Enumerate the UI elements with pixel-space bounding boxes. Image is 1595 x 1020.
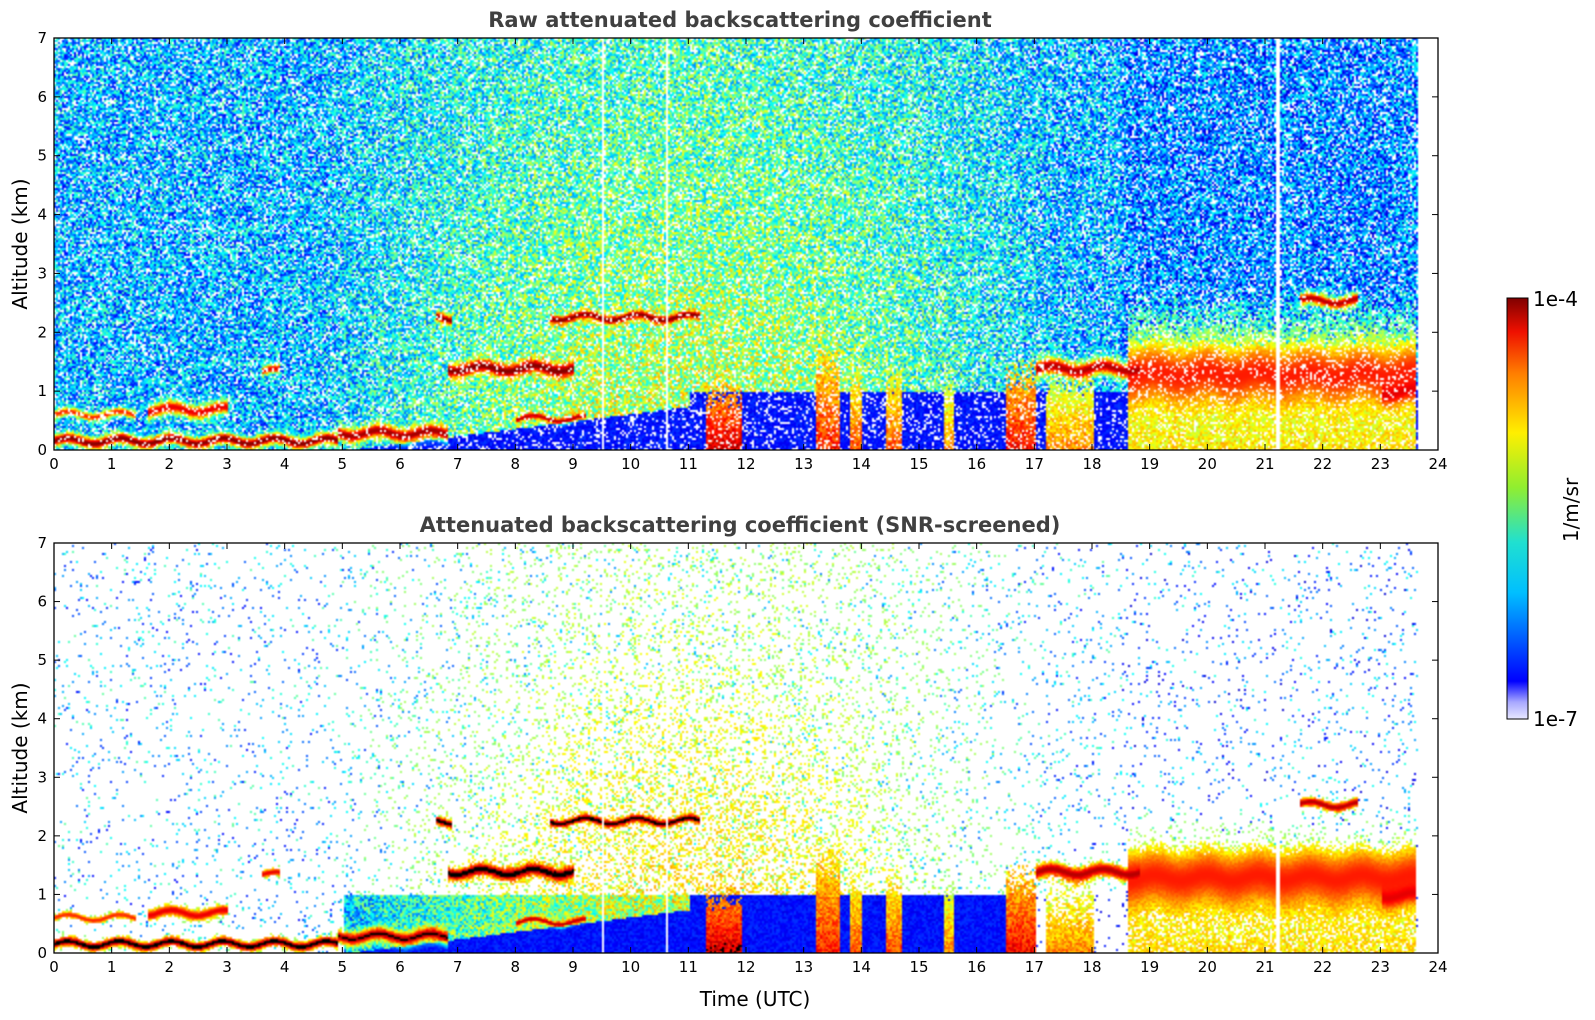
x-tick-label: 18 xyxy=(1082,958,1101,976)
heatmap-image xyxy=(54,543,1438,953)
x-tick-label: 10 xyxy=(621,455,640,473)
axis-ticks: 0 1 2 3 4 5 6 7 8 9 10 11 12 13 14 15 16 17 18 19 20 21 22 23 24… xyxy=(37,534,1447,976)
y-tick-label: 0 xyxy=(37,441,47,459)
x-tick-label: 14 xyxy=(852,455,871,473)
x-tick-label: 17 xyxy=(1025,958,1044,976)
y-tick-label: 2 xyxy=(37,827,47,845)
y-tick-label: 6 xyxy=(37,88,47,106)
x-tick-label: 11 xyxy=(679,455,698,473)
x-tick-label: 9 xyxy=(568,455,578,473)
x-tick-label: 3 xyxy=(222,455,232,473)
x-tick-label: 15 xyxy=(909,455,928,473)
x-tick-label: 23 xyxy=(1371,455,1390,473)
x-tick-label: 10 xyxy=(621,958,640,976)
panel-screened: Attenuated backscattering coefficient (S… xyxy=(8,513,1448,1011)
x-tick-label: 4 xyxy=(280,958,290,976)
x-tick-label: 20 xyxy=(1198,958,1217,976)
x-tick-label: 24 xyxy=(1428,958,1447,976)
y-tick-label: 1 xyxy=(37,885,47,903)
x-tick-label: 8 xyxy=(511,455,521,473)
heatmap-screened xyxy=(54,543,1438,953)
x-tick-label: 12 xyxy=(736,958,755,976)
x-tick-label: 11 xyxy=(679,958,698,976)
x-tick-label: 1 xyxy=(107,958,117,976)
x-tick-label: 8 xyxy=(511,958,521,976)
x-tick-label: 5 xyxy=(338,455,348,473)
x-tick-label: 21 xyxy=(1255,958,1274,976)
x-tick-label: 21 xyxy=(1255,455,1274,473)
x-tick-label: 2 xyxy=(165,455,175,473)
panel-title: Attenuated backscattering coefficient (S… xyxy=(420,513,1061,537)
x-tick-label: 9 xyxy=(568,958,578,976)
x-tick-label: 22 xyxy=(1313,958,1332,976)
x-tick-label: 16 xyxy=(967,958,986,976)
y-tick-label: 7 xyxy=(37,29,47,47)
panel-raw: Raw attenuated backscattering coefficien… xyxy=(8,8,1448,473)
x-tick-label: 12 xyxy=(736,455,755,473)
colorbar-min-label: 1e-7 xyxy=(1533,707,1578,731)
y-tick-label: 0 xyxy=(37,944,47,962)
x-tick-label: 14 xyxy=(852,958,871,976)
x-tick-label: 20 xyxy=(1198,455,1217,473)
colorbar-max-label: 1e-4 xyxy=(1533,287,1578,311)
x-tick-label: 7 xyxy=(453,455,463,473)
colorbar-unit-label: 1/m/sr xyxy=(1559,477,1583,542)
heatmap-image xyxy=(54,38,1438,450)
x-tick-label: 23 xyxy=(1371,958,1390,976)
x-tick-label: 3 xyxy=(222,958,232,976)
x-tick-label: 4 xyxy=(280,455,290,473)
x-axis-label: Time (UTC) xyxy=(699,987,811,1011)
y-axis-label: Altitude (km) xyxy=(8,178,32,309)
x-tick-label: 19 xyxy=(1140,455,1159,473)
x-tick-label: 5 xyxy=(338,958,348,976)
x-tick-label: 22 xyxy=(1313,455,1332,473)
colorbar-gradient xyxy=(1506,297,1529,720)
x-tick-label: 15 xyxy=(909,958,928,976)
y-tick-label: 3 xyxy=(37,768,47,786)
y-tick-label: 7 xyxy=(37,534,47,552)
y-tick-label: 3 xyxy=(37,264,47,282)
x-tick-label: 17 xyxy=(1025,455,1044,473)
axis-ticks: 0 1 2 3 4 5 6 7 8 9 10 11 12 13 14 15 16 17 18 19 20 21 22 23 24… xyxy=(37,29,1447,473)
y-tick-label: 4 xyxy=(37,710,47,728)
y-tick-label: 2 xyxy=(37,323,47,341)
panel-title: Raw attenuated backscattering coefficien… xyxy=(488,8,992,32)
x-tick-label: 2 xyxy=(165,958,175,976)
x-tick-label: 16 xyxy=(967,455,986,473)
x-tick-label: 13 xyxy=(794,455,813,473)
y-tick-label: 6 xyxy=(37,593,47,611)
heatmap-raw xyxy=(54,38,1438,450)
colorbar: 1e-4 1e-7 1/m/sr xyxy=(1506,287,1583,731)
y-tick-label: 1 xyxy=(37,382,47,400)
x-tick-label: 0 xyxy=(49,958,59,976)
x-tick-label: 18 xyxy=(1082,455,1101,473)
x-tick-label: 0 xyxy=(49,455,59,473)
x-tick-label: 6 xyxy=(395,958,405,976)
x-tick-label: 6 xyxy=(395,455,405,473)
x-tick-label: 24 xyxy=(1428,455,1447,473)
x-tick-label: 19 xyxy=(1140,958,1159,976)
x-tick-label: 13 xyxy=(794,958,813,976)
y-tick-label: 5 xyxy=(37,147,47,165)
y-tick-label: 5 xyxy=(37,651,47,669)
x-tick-label: 7 xyxy=(453,958,463,976)
y-tick-label: 4 xyxy=(37,206,47,224)
y-axis-label: Altitude (km) xyxy=(8,682,32,813)
x-tick-label: 1 xyxy=(107,455,117,473)
